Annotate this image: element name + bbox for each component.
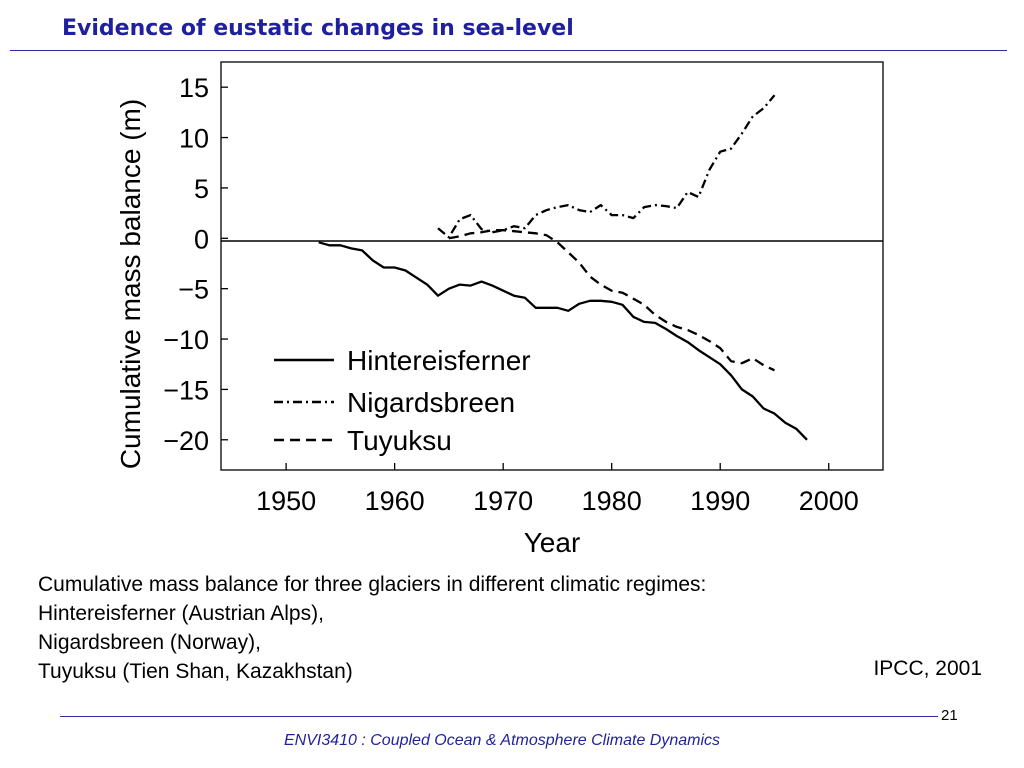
- y-tick-label: 0: [194, 224, 209, 254]
- series-line-hintereisferner: [318, 241, 808, 441]
- x-tick-label: 2000: [799, 486, 859, 516]
- course-footer: ENVI3410 : Coupled Ocean & Atmosphere Cl…: [283, 732, 721, 749]
- footer-divider: [60, 716, 938, 717]
- x-tick-label: 1970: [473, 486, 533, 516]
- caption-line: Cumulative mass balance for three glacie…: [38, 573, 707, 596]
- y-tick-label: −20: [163, 426, 209, 456]
- plot-area-frame: [220, 61, 884, 471]
- x-tick-label: 1980: [582, 486, 642, 516]
- y-axis: 15 10 5 0 −5 −10 −15 −20: [163, 73, 228, 456]
- caption-line: Nigardsbreen (Norway),: [38, 631, 261, 654]
- caption-line: Tuyuksu (Tien Shan, Kazakhstan): [38, 660, 353, 683]
- x-tick-label: 1990: [690, 486, 750, 516]
- series-line-tuyuksu: [448, 229, 775, 372]
- y-tick-label: −10: [163, 325, 209, 355]
- caption-line: Hintereisferner (Austrian Alps),: [38, 602, 324, 625]
- series-layer: [318, 94, 808, 441]
- x-axis-title: Year: [524, 527, 581, 558]
- figure-caption: Cumulative mass balance for three glacie…: [38, 570, 706, 686]
- series-line-nigardsbreen: [437, 94, 776, 239]
- y-tick-label: −5: [178, 275, 209, 305]
- title-divider: [10, 50, 1007, 51]
- legend-label-tuyuksu: Tuyuksu: [347, 425, 452, 456]
- y-tick-label: −15: [163, 375, 209, 405]
- slide-title: Evidence of eustatic changes in sea-leve…: [62, 16, 574, 41]
- x-axis: 1950 1960 1970 1980 1990 2000: [256, 463, 859, 516]
- page-number: 21: [941, 707, 958, 724]
- legend-label-nigardsbreen: Nigardsbreen: [347, 387, 515, 418]
- y-axis-title: Cumulative mass balance (m): [115, 99, 146, 469]
- y-tick-label: 15: [179, 73, 209, 103]
- legend: Hintereisferner Nigardsbreen Tuyuksu: [274, 345, 531, 456]
- x-tick-label: 1950: [256, 486, 316, 516]
- y-tick-label: 10: [179, 124, 209, 154]
- x-tick-label: 1960: [365, 486, 425, 516]
- y-tick-label: 5: [194, 174, 209, 204]
- legend-label-hintereisferner: Hintereisferner: [347, 345, 531, 376]
- mass-balance-chart: 15 10 5 0 −5 −10 −15 −20 1950 1960 1970 1980 1990 20…: [115, 61, 884, 558]
- source-citation: IPCC, 2001: [873, 657, 982, 680]
